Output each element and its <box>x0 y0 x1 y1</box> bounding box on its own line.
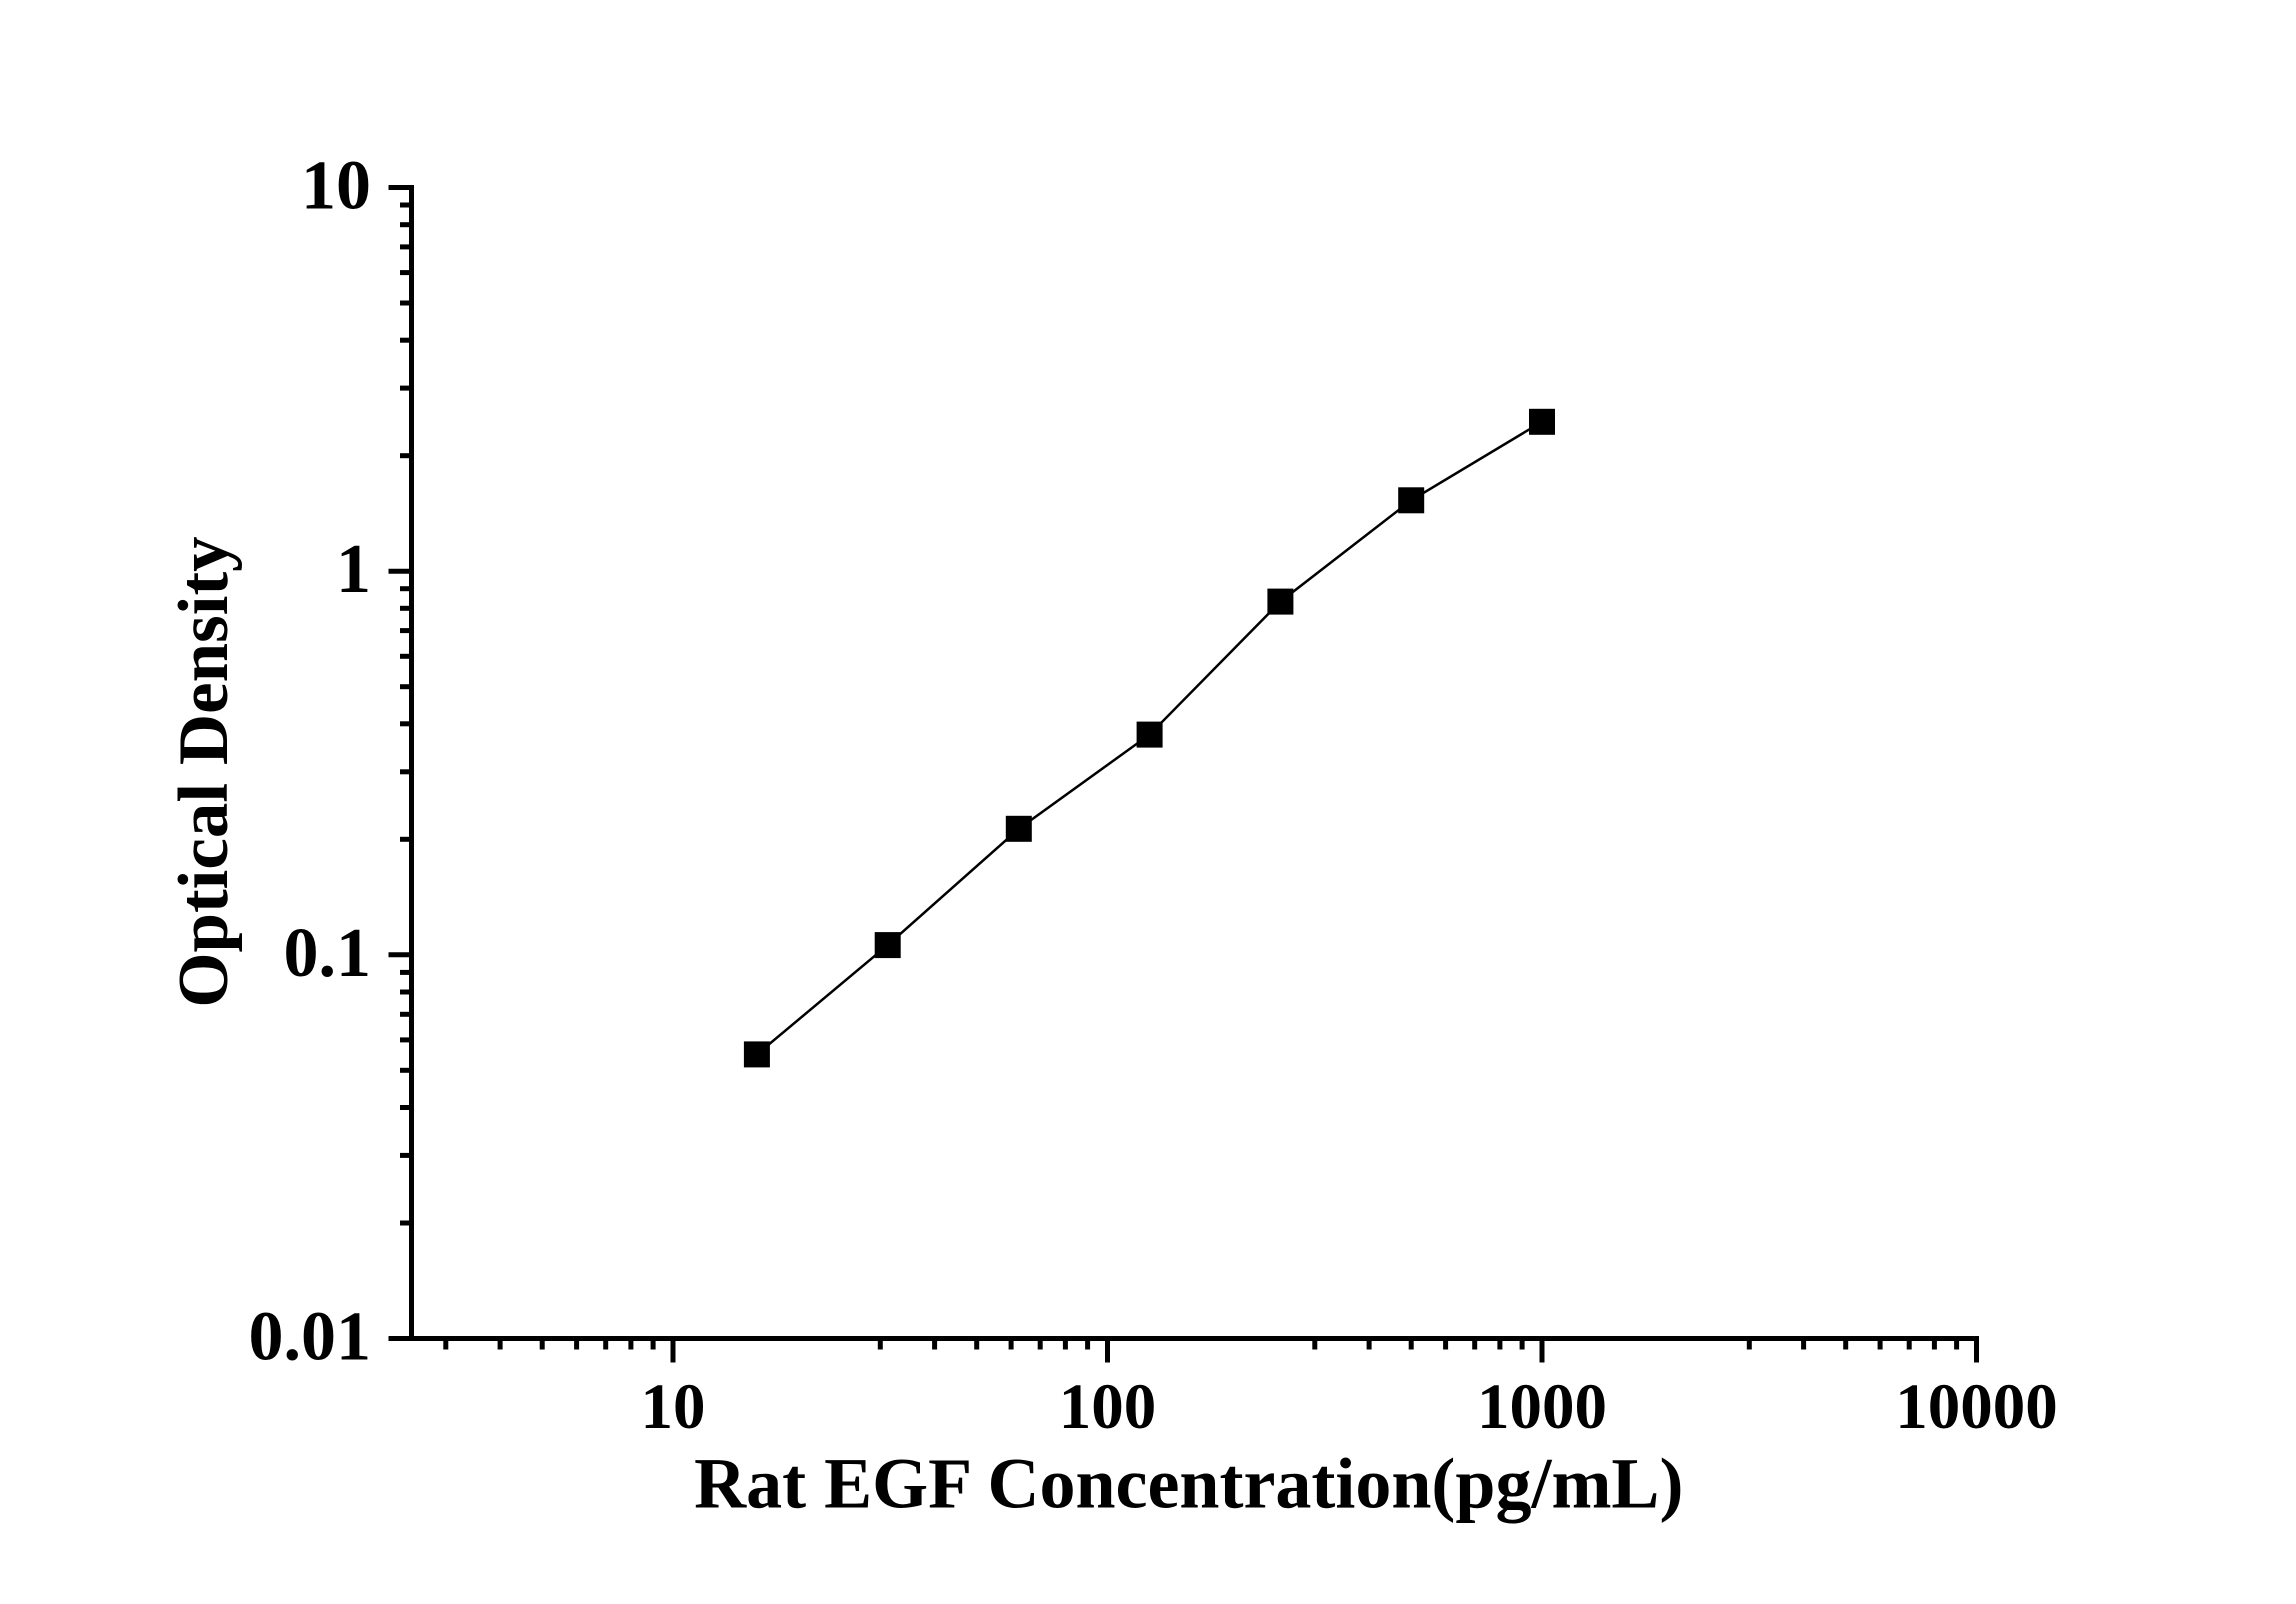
svg-text:10: 10 <box>301 148 371 225</box>
svg-text:1: 1 <box>336 531 371 608</box>
svg-text:0.01: 0.01 <box>249 1299 372 1376</box>
svg-text:Optical Density: Optical Density <box>165 536 243 1007</box>
svg-text:0.1: 0.1 <box>284 915 372 992</box>
svg-text:100: 100 <box>1059 1371 1157 1443</box>
svg-text:1000: 1000 <box>1477 1371 1607 1443</box>
svg-text:10000: 10000 <box>1895 1371 2058 1443</box>
svg-text:Rat EGF Concentration(pg/mL): Rat EGF Concentration(pg/mL) <box>694 1444 1683 1524</box>
svg-text:10: 10 <box>641 1371 706 1443</box>
